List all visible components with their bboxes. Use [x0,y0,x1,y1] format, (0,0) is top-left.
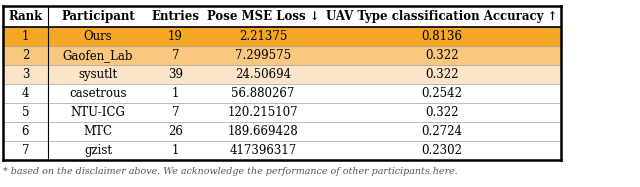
Text: 56.880267: 56.880267 [231,87,294,100]
Text: 7: 7 [172,106,179,119]
Text: NTU-ICG: NTU-ICG [70,106,125,119]
Text: sysutlt: sysutlt [79,68,118,81]
Text: Gaofen_Lab: Gaofen_Lab [63,49,133,62]
Bar [3,65,561,84]
Text: 6: 6 [22,125,29,138]
Text: 2.21375: 2.21375 [239,30,287,43]
Text: 417396317: 417396317 [229,144,296,157]
Text: 7.299575: 7.299575 [235,49,291,62]
Bar [3,46,561,65]
Text: 189.669428: 189.669428 [228,125,298,138]
Text: Rank: Rank [8,10,43,23]
Text: 0.2302: 0.2302 [422,144,463,157]
Text: 19: 19 [168,30,183,43]
Text: 0.2724: 0.2724 [422,125,463,138]
Text: 4: 4 [22,87,29,100]
Text: 7: 7 [22,144,29,157]
Text: 1: 1 [172,144,179,157]
Text: MTC: MTC [83,125,113,138]
Text: Ours: Ours [84,30,113,43]
Text: 39: 39 [168,68,183,81]
Text: 0.322: 0.322 [425,106,459,119]
Text: 0.322: 0.322 [425,68,459,81]
Text: 0.8136: 0.8136 [422,30,463,43]
Text: Participant: Participant [61,10,135,23]
Text: 26: 26 [168,125,183,138]
Text: 0.2542: 0.2542 [422,87,463,100]
Text: 1: 1 [172,87,179,100]
Text: 7: 7 [172,49,179,62]
Text: * based on the disclaimer above. We acknowledge the performance of other partici: * based on the disclaimer above. We ackn… [3,167,458,176]
Text: 1: 1 [22,30,29,43]
Bar [3,141,561,160]
Text: 5: 5 [22,106,29,119]
Text: UAV Type classification Accuracy ↑: UAV Type classification Accuracy ↑ [326,10,557,23]
Text: 3: 3 [22,68,29,81]
Text: 24.50694: 24.50694 [235,68,291,81]
Text: 2: 2 [22,49,29,62]
Text: Entries: Entries [152,10,200,23]
Bar [3,84,561,103]
Bar [3,27,561,46]
Bar [3,122,561,141]
Text: casetrous: casetrous [69,87,127,100]
Text: Pose MSE Loss ↓: Pose MSE Loss ↓ [207,10,319,23]
Bar [3,103,561,122]
Text: 120.215107: 120.215107 [228,106,298,119]
Text: gzist: gzist [84,144,112,157]
Text: 0.322: 0.322 [425,49,459,62]
Bar [3,6,561,27]
